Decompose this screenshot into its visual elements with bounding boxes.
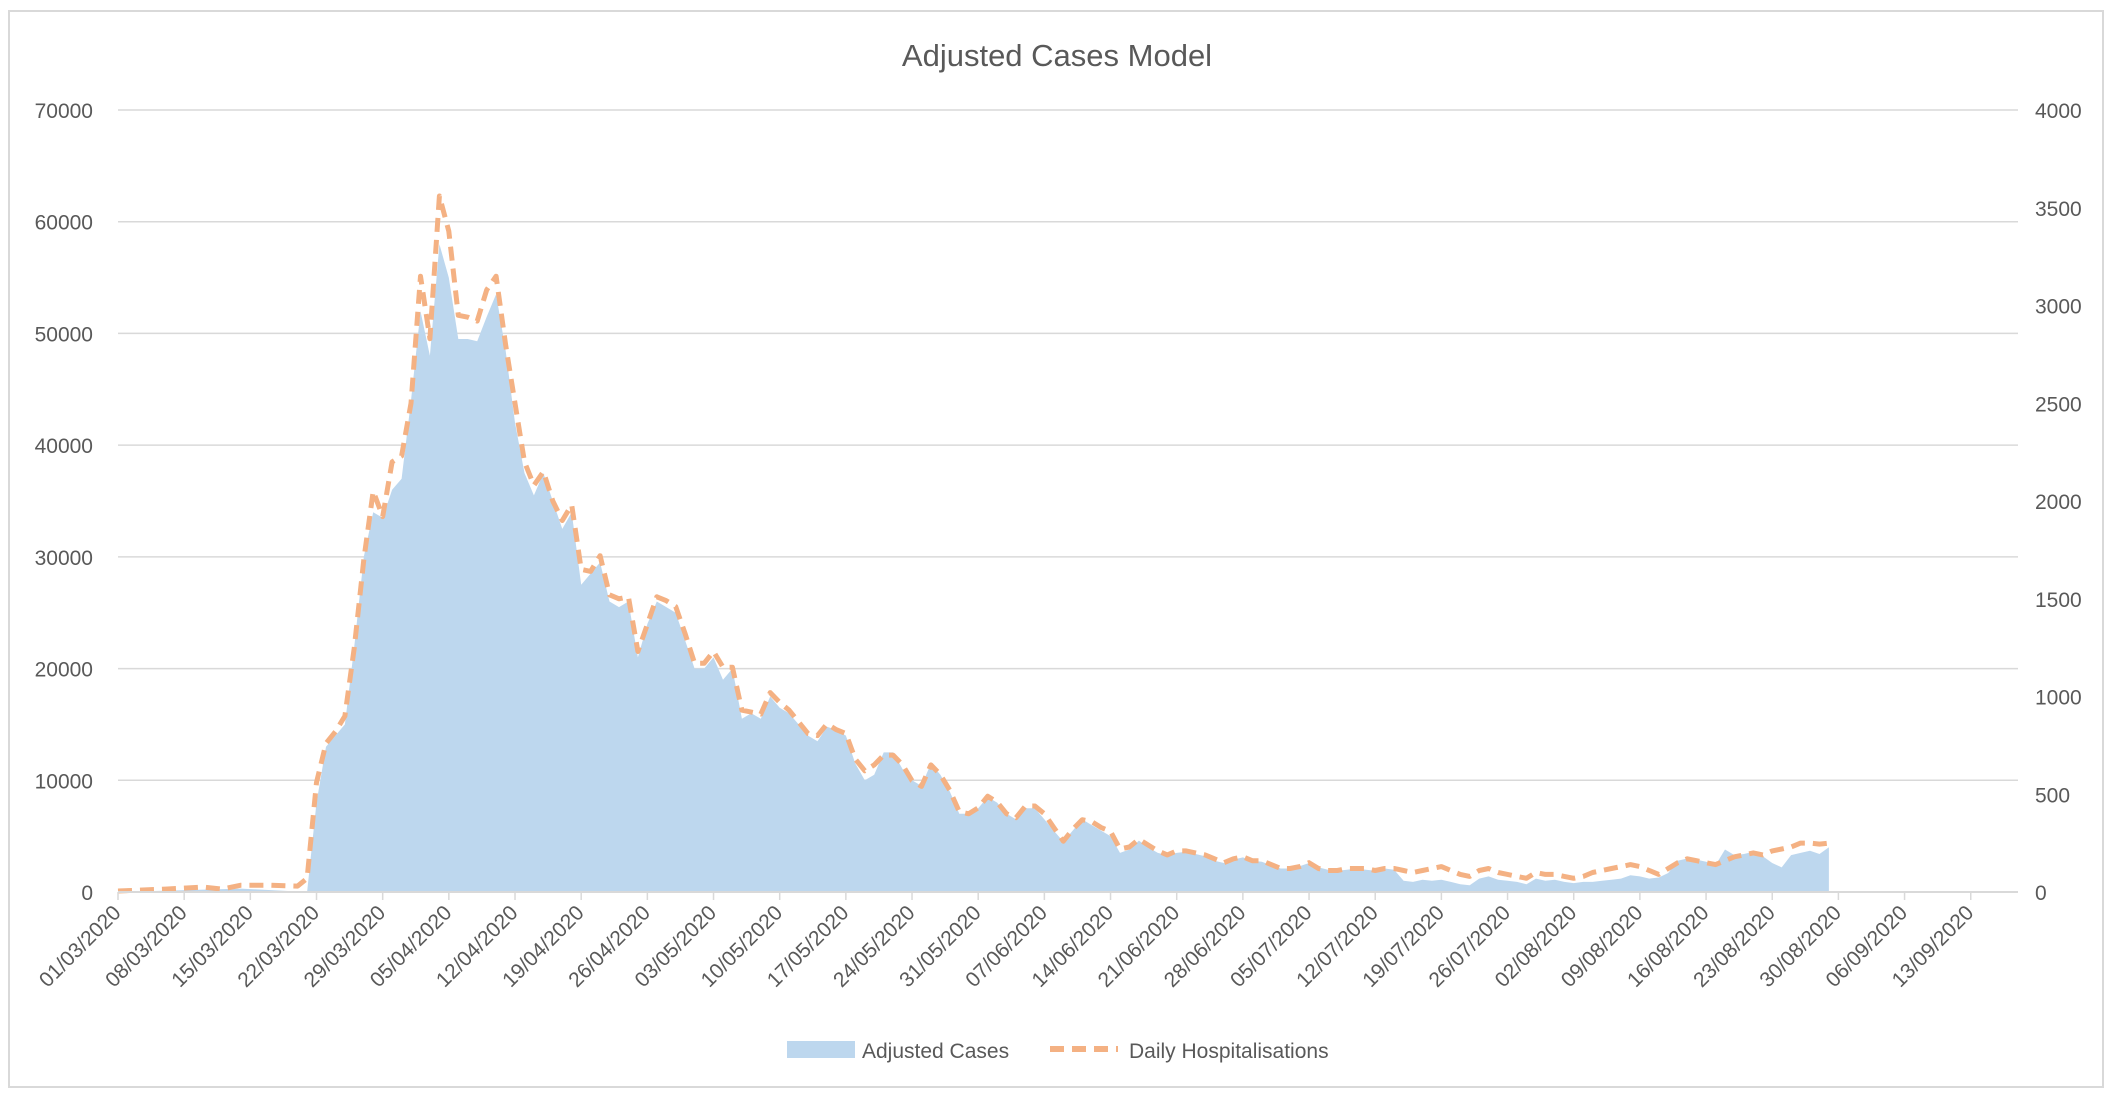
left-y-tick-label: 70000 [35, 100, 93, 123]
right-y-tick-label: 3500 [2035, 198, 2082, 221]
right-y-axis-ticks: 0 500 1000 1500 2000 2500 3000 3500 4000 [2035, 100, 2082, 905]
right-y-tick-label: 4000 [2035, 100, 2082, 123]
left-y-tick-label: 30000 [35, 547, 93, 570]
chart-frame [8, 10, 2104, 1088]
daily-hospitalisations-line [117, 193, 1830, 894]
right-y-tick-label: 500 [2035, 784, 2070, 807]
legend: Adjusted Cases Daily Hospitalisations [787, 1040, 1329, 1063]
legend-swatch-adjusted-cases [787, 1041, 855, 1058]
left-y-tick-label: 20000 [35, 659, 93, 682]
adjusted-cases-area-path [118, 244, 1829, 893]
left-y-tick-label: 60000 [35, 212, 93, 235]
right-y-tick-label: 3000 [2035, 296, 2082, 319]
legend-label-daily-hospitalisations: Daily Hospitalisations [1129, 1040, 1329, 1063]
left-y-tick-label: 50000 [35, 323, 93, 346]
right-y-tick-label: 2000 [2035, 491, 2082, 514]
legend-label-adjusted-cases: Adjusted Cases [862, 1040, 1009, 1063]
left-y-axis-ticks: 0 10000 20000 30000 40000 50000 60000 70000 [35, 100, 93, 905]
left-y-tick-label: 10000 [35, 770, 93, 793]
x-axis-ticks: 01/03/202008/03/202015/03/202022/03/2020… [35, 892, 1978, 992]
right-y-tick-label: 1000 [2035, 687, 2082, 710]
chart-title: Adjusted Cases Model [902, 38, 1212, 73]
right-y-tick-label: 2500 [2035, 393, 2082, 416]
left-y-tick-label: 0 [81, 882, 93, 905]
daily-hospitalisations-path [117, 193, 1830, 894]
right-y-tick-label: 1500 [2035, 589, 2082, 612]
adjusted-cases-area [118, 244, 1829, 893]
left-y-tick-label: 40000 [35, 435, 93, 458]
right-y-tick-label: 0 [2035, 882, 2047, 905]
